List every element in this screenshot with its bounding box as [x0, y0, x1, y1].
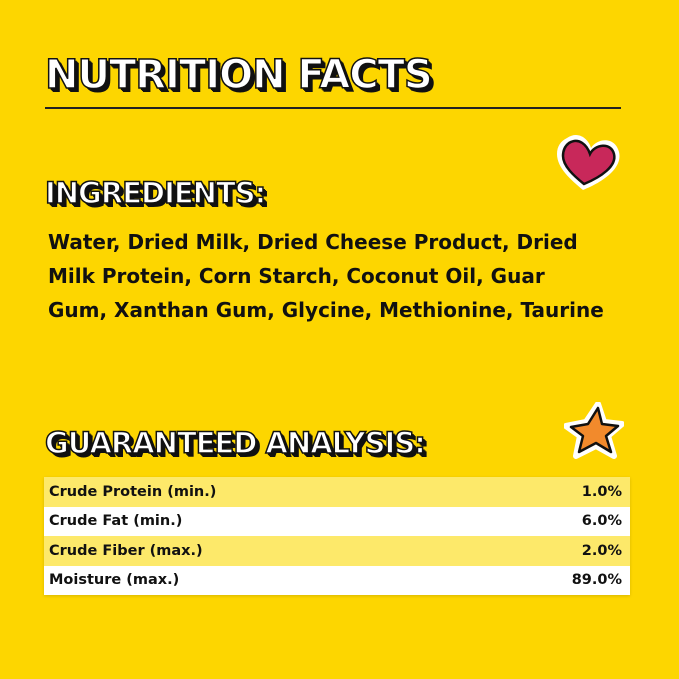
row-value: 1.0%: [581, 483, 622, 500]
row-label: Crude Protein (min.): [49, 483, 217, 500]
table-row: Moisture (max.) 89.0%: [44, 565, 630, 595]
analysis-table: Crude Protein (min.) 1.0% Crude Fat (min…: [44, 477, 630, 595]
divider: [45, 107, 621, 109]
row-label: Moisture (max.): [49, 572, 180, 589]
row-value: 2.0%: [581, 542, 622, 559]
row-label: Crude Fiber (max.): [49, 542, 203, 559]
table-row: Crude Fat (min.) 6.0%: [44, 506, 630, 536]
ingredients-heading: INGREDIENTS:: [44, 175, 267, 211]
ingredients-list: Water, Dried Milk, Dried Cheese Product,…: [48, 230, 604, 322]
star-icon: [564, 402, 624, 459]
row-value: 89.0%: [571, 572, 622, 589]
table-row: Crude Protein (min.) 1.0%: [44, 477, 630, 507]
table-row: Crude Fiber (max.) 2.0%: [44, 536, 630, 566]
heart-icon: [557, 135, 620, 190]
page-title: NUTRITION FACTS: [44, 51, 433, 99]
analysis-heading: GUARANTEED ANALYSIS:: [44, 425, 426, 461]
row-value: 6.0%: [581, 513, 622, 530]
row-label: Crude Fat (min.): [49, 513, 183, 530]
